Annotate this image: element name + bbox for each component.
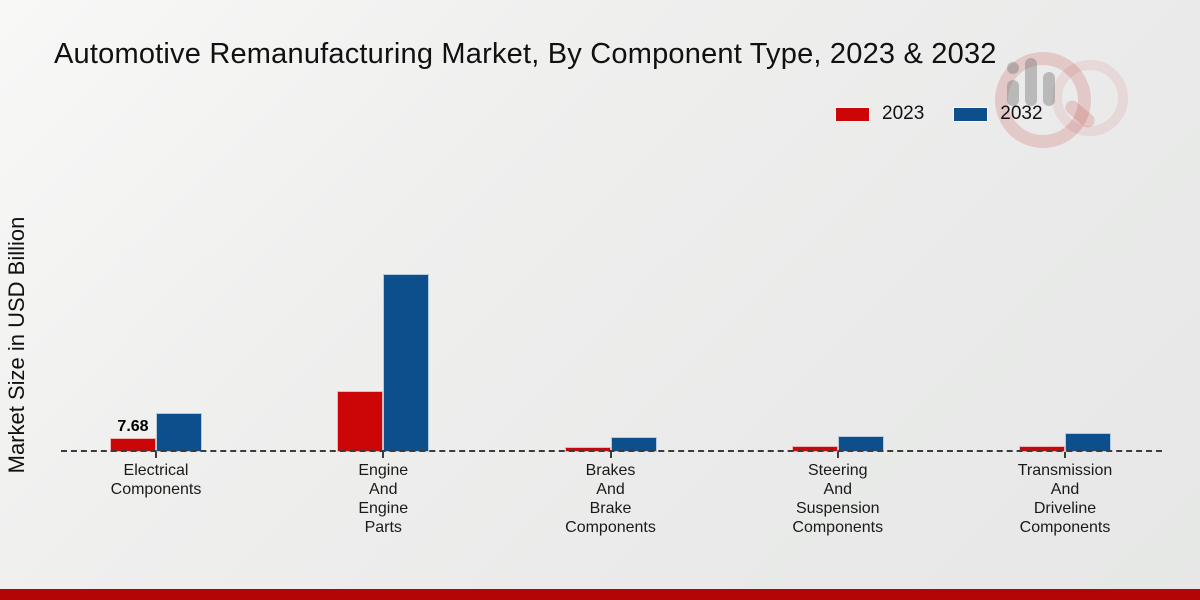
- bar-2032-category-1: [383, 274, 430, 452]
- category-label: Brakes And Brake Components: [565, 462, 656, 536]
- x-tick: [1064, 452, 1066, 458]
- magnifier-ring2-icon: [1052, 60, 1128, 136]
- category-label: Engine And Engine Parts: [358, 462, 409, 536]
- person-head-icon: [1007, 62, 1019, 74]
- legend-item-2032: 2032: [954, 103, 1043, 125]
- legend-item-2023: 2023: [836, 103, 924, 125]
- legend-label-2032: 2032: [1000, 103, 1043, 124]
- bar-2023-category-1: [337, 390, 384, 452]
- footer-accent-bar: [0, 589, 1200, 600]
- legend: 2023 2032: [836, 103, 1043, 125]
- x-tick: [155, 452, 157, 458]
- legend-swatch-2032: [954, 107, 988, 121]
- legend-label-2023: 2023: [882, 103, 925, 124]
- stat-bar-icon: [1043, 72, 1055, 106]
- legend-swatch-2023: [836, 107, 869, 121]
- x-tick: [836, 452, 839, 458]
- chart-title: Automotive Remanufacturing Market, By Co…: [54, 38, 997, 70]
- x-tick: [609, 452, 612, 458]
- stat-bar-icon: [1025, 58, 1037, 106]
- category-label: Transmission And Driveline Components: [1017, 462, 1113, 536]
- magnifier-ring-icon: [995, 52, 1091, 148]
- bar-value-label: 7.68: [117, 418, 149, 435]
- zero-baseline: [61, 450, 1162, 452]
- category-label: Electrical Components: [110, 462, 202, 498]
- magnifier-handle-icon: [1062, 97, 1098, 131]
- y-axis-label: Market Size in USD Billion: [4, 216, 29, 474]
- bar-2032-category-0: [156, 413, 202, 452]
- x-tick: [382, 452, 385, 458]
- category-label: Steering And Suspension Components: [792, 462, 884, 536]
